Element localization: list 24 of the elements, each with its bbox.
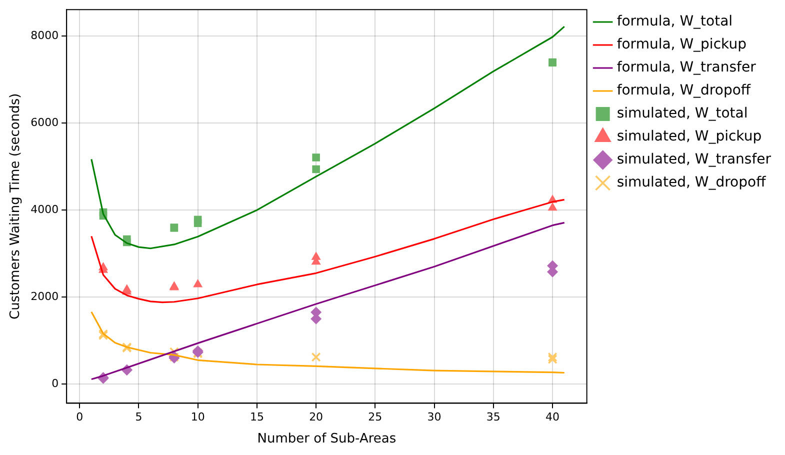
y-tick-label: 6000 [30, 116, 59, 129]
legend-label: formula, W_total [616, 14, 733, 30]
y-tick-label: 0 [52, 376, 59, 390]
legend-label: simulated, W_dropoff [616, 174, 766, 191]
legend-label: simulated, W_transfer [616, 152, 772, 168]
x-tick-label: 10 [190, 410, 205, 424]
x-tick-label: 30 [427, 410, 442, 424]
y-tick-label: 4000 [30, 202, 59, 216]
legend-label: formula, W_transfer [616, 60, 756, 76]
x-tick-label: 0 [76, 410, 84, 424]
y-tick-label: 8000 [30, 28, 59, 42]
y-tick-label: 2000 [30, 290, 59, 303]
y-axis-title: Customers Waiting Time (seconds) [8, 93, 24, 320]
x-axis-title: Number of Sub-Areas [257, 432, 396, 447]
legend-label: simulated, W_total [616, 106, 748, 122]
x-tick-label: 40 [546, 410, 560, 424]
legend-label: formula, W_dropoff [616, 82, 751, 99]
x-tick-label: 15 [250, 410, 264, 424]
x-tick-label: 35 [486, 410, 500, 424]
x-tick-label: 25 [368, 410, 382, 424]
x-tick-label: 20 [309, 410, 324, 424]
legend-label: formula, W_pickup [616, 36, 747, 53]
x-tick-label: 5 [135, 410, 142, 424]
legend-label: simulated, W_pickup [616, 128, 762, 145]
